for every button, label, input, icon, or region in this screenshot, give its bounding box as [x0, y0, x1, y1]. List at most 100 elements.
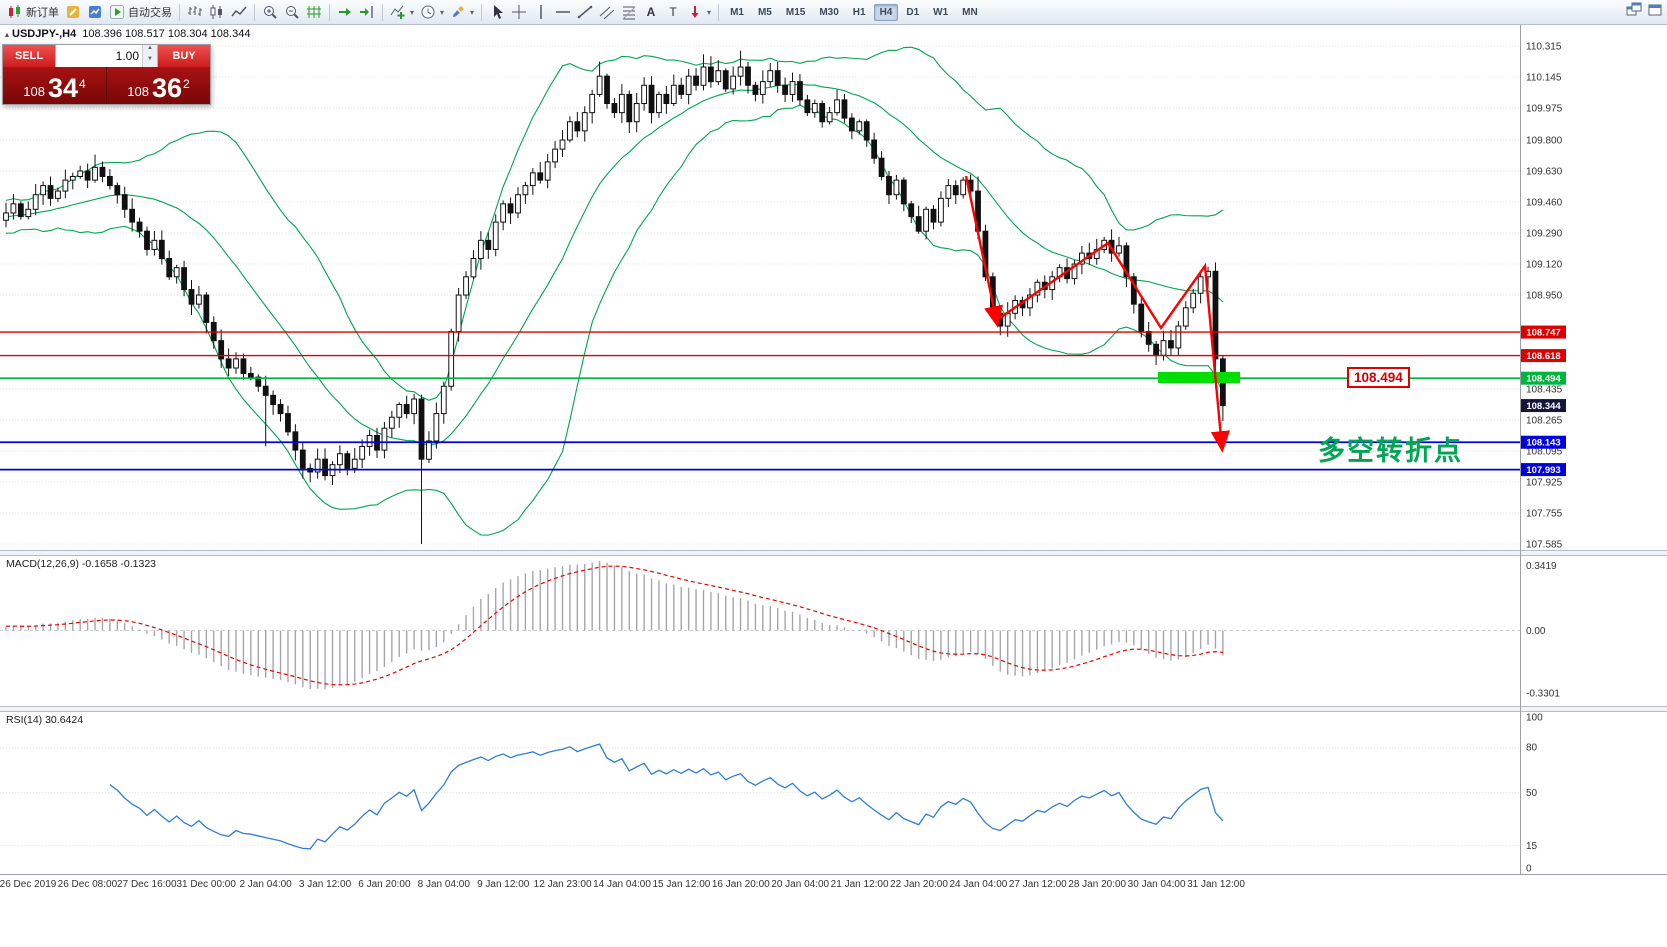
price-tag-label: 107.993 — [1526, 465, 1560, 476]
trendline-button[interactable] — [574, 3, 596, 21]
fibonacci-button[interactable] — [618, 3, 640, 21]
timeframe-button-m30[interactable]: M30 — [819, 6, 839, 18]
cursor-button[interactable] — [486, 3, 508, 21]
timeframe-button-w1[interactable]: W1 — [933, 6, 949, 18]
dropdown-caret-icon: ▾ — [470, 7, 475, 17]
price-tag — [1521, 349, 1566, 363]
new-order-button-label: 新订单 — [26, 7, 59, 19]
timeframe-button-m5[interactable]: M5 — [757, 6, 772, 18]
zoom-out-button[interactable] — [281, 3, 303, 21]
rsi-panel — [0, 743, 1520, 850]
bar-chart-button[interactable] — [184, 3, 206, 21]
chart-shift-button[interactable] — [356, 3, 378, 21]
one-click-collapse-icon[interactable]: ▴ — [5, 30, 10, 39]
indicators-button[interactable]: ▾ — [387, 3, 417, 21]
periods-icon — [421, 5, 435, 19]
channel-icon — [599, 6, 615, 20]
volume-down-icon[interactable]: ▼ — [143, 56, 157, 67]
time-axis-label: 30 Jan 04:00 — [1128, 879, 1186, 890]
auto-scroll-button[interactable] — [334, 3, 356, 21]
price-axis-label: 110.315 — [1526, 42, 1562, 53]
candlestick-chart-button[interactable] — [206, 3, 228, 21]
timeframe-button-m15[interactable]: M15 — [785, 6, 806, 18]
time-axis-label: 2 Jan 04:00 — [239, 879, 292, 890]
price-tag — [1521, 463, 1566, 477]
time-axis-label: 14 Jan 04:00 — [593, 879, 651, 890]
line-icon — [231, 6, 247, 17]
price-tag — [1521, 435, 1566, 449]
timeframe-button-d1[interactable]: D1 — [906, 6, 920, 18]
panel-divider[interactable] — [0, 706, 1667, 712]
autotrading-button-label: 自动交易 — [128, 7, 172, 19]
rsi-scale-label: 0 — [1526, 864, 1532, 875]
timeframe-button-h1[interactable]: H1 — [852, 6, 866, 18]
svg-text:A: A — [647, 5, 656, 19]
price-tag-label: 108.143 — [1526, 438, 1560, 449]
time-axis-label: 9 Jan 12:00 — [477, 879, 530, 890]
price-tag — [1521, 399, 1566, 413]
buy-button[interactable]: BUY — [158, 45, 210, 67]
bars-icon — [188, 6, 202, 16]
time-axis[interactable]: 26 Dec 2019 26 Dec 08:00 27 Dec 16:00 31 De… — [0, 879, 1245, 890]
fibo-icon — [622, 6, 636, 20]
autotrading-button[interactable]: 自动交易 — [106, 3, 175, 21]
macd-scale-label: 0.00 — [1526, 626, 1546, 637]
time-axis-label: 22 Jan 20:00 — [890, 879, 948, 890]
crosshair-button[interactable] — [508, 3, 530, 21]
timeframe-button-m1[interactable]: M1 — [730, 6, 744, 18]
sell-price-sup: 4 — [79, 77, 86, 91]
chart-shift-icon — [360, 6, 373, 18]
rsi-line — [109, 743, 1224, 850]
timeframe-button-h4[interactable]: H4 — [873, 3, 899, 21]
price-annotation-label[interactable]: 108.494 — [1347, 367, 1410, 388]
new-order-button[interactable]: 新订单 — [4, 3, 62, 21]
arrows-button[interactable]: ▾ — [684, 3, 714, 21]
volume-input[interactable] — [56, 45, 142, 67]
time-axis-label: 12 Jan 23:00 — [534, 879, 592, 890]
time-axis-label: 31 Dec 00:00 — [176, 879, 236, 890]
metaeditor-button[interactable] — [62, 3, 84, 21]
line-chart-button[interactable] — [228, 3, 250, 21]
templates-button[interactable]: ▾ — [447, 3, 477, 21]
price-axis-label: 109.630 — [1526, 167, 1563, 178]
time-axis-label: 26 Dec 08:00 — [58, 879, 118, 890]
panel-divider[interactable] — [0, 550, 1667, 556]
toolbar-groups: 新订单 自动交易 ▾ ▾ ▾ A T ▾ — [4, 3, 714, 21]
time-axis-label: 8 Jan 04:00 — [418, 879, 471, 890]
buy-price-tile[interactable]: 108 36 2 — [107, 67, 210, 104]
sell-price-tile[interactable]: 108 34 4 — [3, 67, 107, 104]
periods-button[interactable]: ▾ — [417, 3, 447, 21]
sell-button[interactable]: SELL — [3, 45, 55, 67]
label-icon: T — [669, 5, 677, 19]
macd-scale-label: 0.3419 — [1526, 561, 1557, 572]
window-restore-icon[interactable] — [1626, 2, 1642, 23]
channel-button[interactable] — [596, 3, 618, 21]
arrows-icon — [691, 6, 699, 18]
zoom-in-button[interactable] — [259, 3, 281, 21]
vertical-line-button[interactable] — [530, 3, 552, 21]
trend-arrow[interactable] — [964, 175, 1230, 453]
window-minimize-icon[interactable] — [1647, 2, 1663, 23]
turning-point-annotation[interactable]: 多空转折点 — [1318, 436, 1463, 466]
cursor-icon — [494, 5, 504, 19]
time-axis-label: 16 Jan 20:00 — [712, 879, 770, 890]
market-watch-button[interactable] — [84, 3, 106, 21]
horizontal-line-button[interactable] — [552, 3, 574, 21]
grid-button[interactable] — [303, 3, 325, 21]
price-axis-label: 109.975 — [1526, 104, 1563, 115]
timeframe-button-mn[interactable]: MN — [962, 6, 978, 18]
price-axis[interactable]: 110.315 110.145 109.975 109.800 109.630 109.4… — [1521, 42, 1566, 875]
horizontal-lines[interactable] — [0, 331, 1520, 471]
highlight-bar[interactable] — [1158, 372, 1240, 383]
time-axis-label: 31 Jan 12:00 — [1187, 879, 1245, 890]
volume-up-icon[interactable]: ▲ — [143, 45, 157, 56]
price-tag-label: 108.494 — [1526, 374, 1561, 385]
text-button[interactable]: A — [640, 3, 662, 21]
auto-scroll-icon — [339, 8, 351, 16]
dropdown-caret-icon: ▾ — [440, 7, 445, 17]
price-axis-label: 109.460 — [1526, 198, 1563, 209]
svg-text:T: T — [669, 5, 677, 19]
label-button[interactable]: T — [662, 3, 684, 21]
price-tag-label: 108.747 — [1526, 328, 1560, 339]
